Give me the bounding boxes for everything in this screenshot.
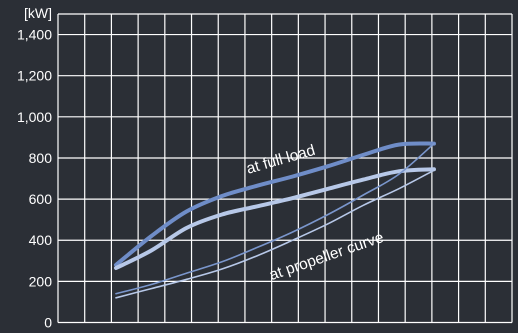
y-tick-label: 0 bbox=[44, 315, 52, 331]
chart-series bbox=[114, 141, 436, 299]
series-line-2 bbox=[114, 167, 436, 270]
series-line-3 bbox=[115, 142, 435, 295]
y-axis-unit-label: [kW] bbox=[24, 5, 52, 21]
series-line-1 bbox=[114, 141, 436, 267]
series-line-4 bbox=[115, 169, 435, 299]
y-axis-tick-labels: 0 200 400 600 800 1,000 1,200 1,400 bbox=[17, 27, 52, 331]
y-tick-label: 1,200 bbox=[17, 68, 52, 84]
y-tick-label: 200 bbox=[29, 273, 53, 289]
y-tick-label: 1,400 bbox=[17, 27, 52, 43]
y-tick-label: 600 bbox=[29, 191, 53, 207]
y-tick-label: 400 bbox=[29, 232, 53, 248]
y-tick-label: 800 bbox=[29, 150, 53, 166]
y-tick-label: 1,000 bbox=[17, 109, 52, 125]
